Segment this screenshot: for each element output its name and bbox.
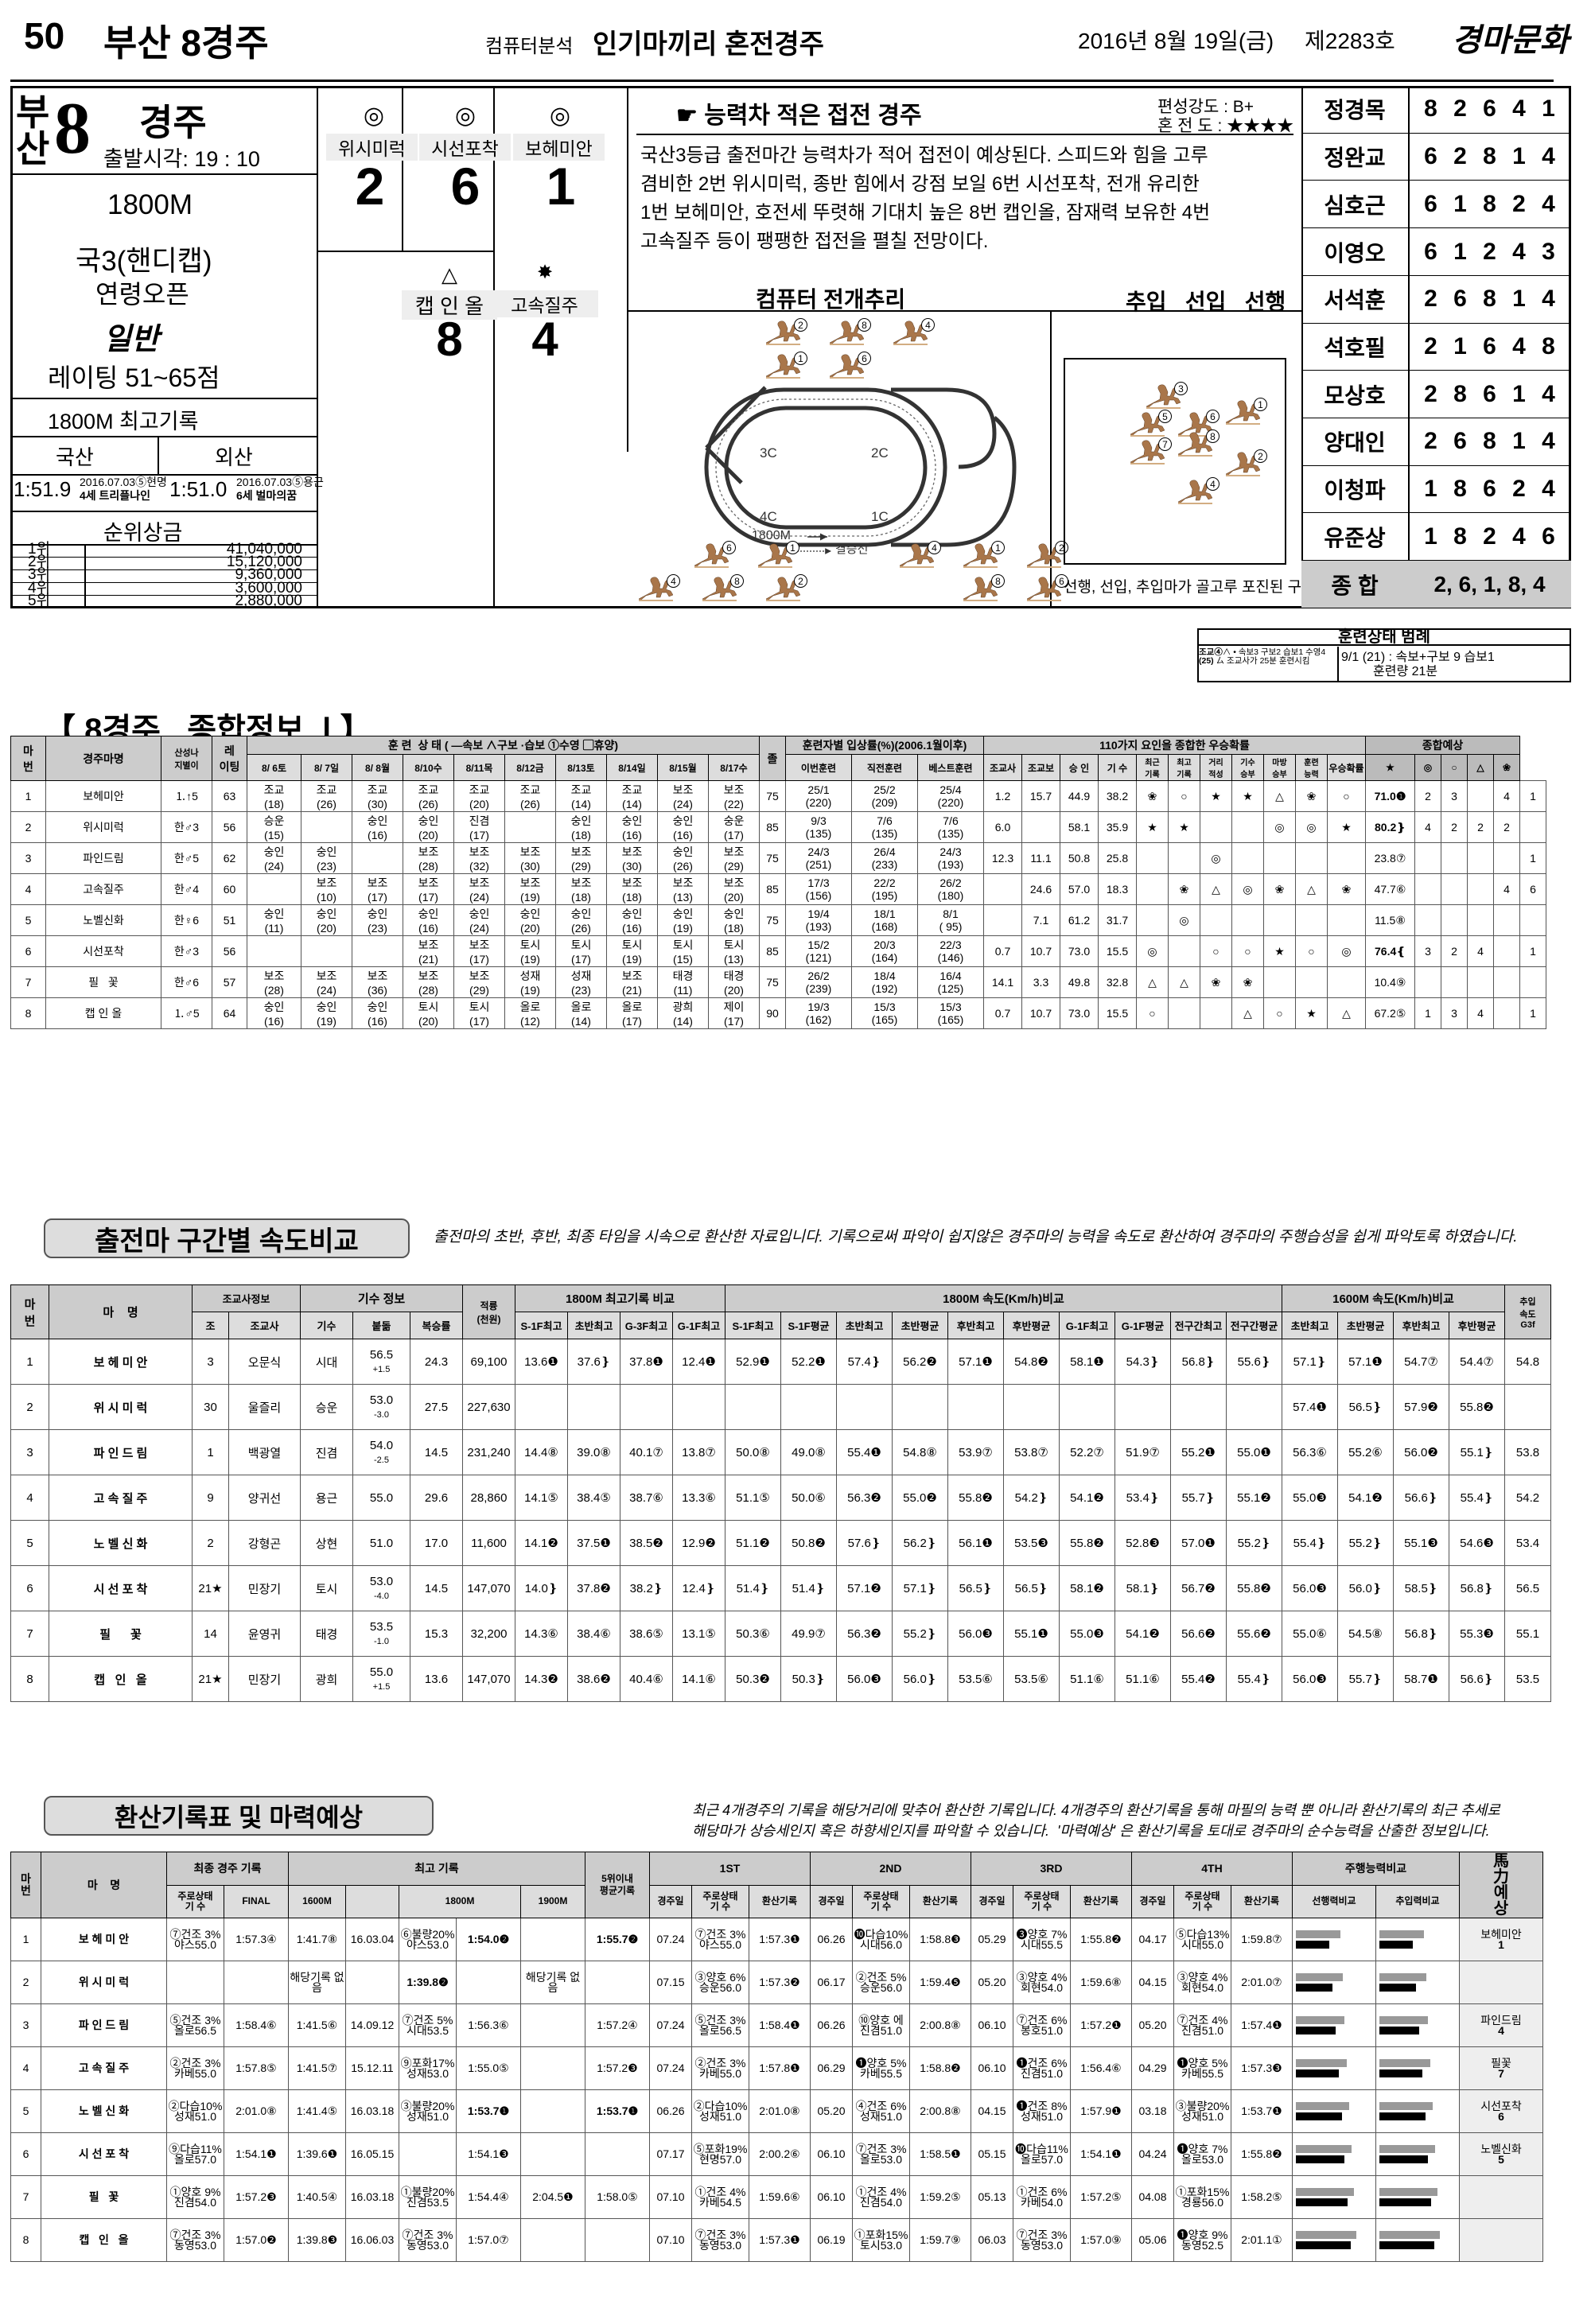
svg-text:결승선: 결승선 bbox=[835, 542, 868, 556]
svg-text:1C: 1C bbox=[871, 509, 889, 524]
svg-text:2C: 2C bbox=[871, 445, 889, 461]
svg-text:4C: 4C bbox=[760, 509, 777, 524]
svg-text:3C: 3C bbox=[760, 445, 777, 461]
